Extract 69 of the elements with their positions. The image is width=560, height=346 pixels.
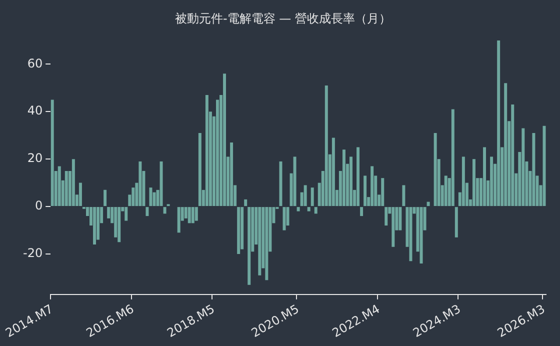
bar [177, 207, 180, 233]
bar [149, 188, 152, 206]
bar [64, 170, 68, 206]
y-tick-label: 40 [27, 104, 43, 118]
bar [138, 161, 142, 206]
bar [462, 156, 465, 206]
bar [426, 202, 430, 206]
bar [146, 207, 149, 216]
bar [72, 159, 75, 206]
bar [370, 166, 374, 206]
bar [532, 132, 536, 206]
bar [223, 74, 226, 206]
bar [124, 207, 128, 221]
y-tick-label: 20 [27, 151, 43, 166]
bar [451, 109, 454, 206]
bar [160, 161, 163, 206]
bar [504, 83, 508, 206]
bar [237, 207, 240, 254]
bar [296, 207, 300, 212]
bar [392, 207, 395, 247]
bar [198, 132, 202, 206]
bar [205, 94, 208, 206]
bar [93, 207, 96, 245]
bar [350, 156, 352, 206]
bar [497, 40, 500, 206]
y-tick-label: -20 [22, 246, 43, 260]
chart-title: 被動元件-電解電容 — 營收成長率（月） [175, 11, 391, 26]
bar [364, 176, 367, 206]
y-tick-label: 0 [34, 198, 43, 213]
bar [332, 138, 335, 206]
bar [356, 147, 360, 206]
bar [58, 166, 61, 206]
bar [490, 156, 494, 206]
bar [258, 207, 262, 276]
bar [244, 199, 248, 206]
bar [50, 100, 54, 206]
bar [310, 188, 314, 206]
bar [522, 128, 525, 206]
bar [409, 207, 412, 262]
bar [384, 207, 388, 226]
bar [104, 190, 107, 206]
bar [293, 156, 296, 206]
bar [118, 207, 121, 242]
bar [248, 207, 251, 285]
bar [402, 185, 406, 206]
bar [381, 178, 384, 206]
bar [307, 207, 310, 212]
y-tick-label: 60 [27, 56, 43, 70]
bar [324, 85, 328, 206]
bar [360, 207, 364, 216]
bar [511, 104, 514, 206]
bar [314, 207, 318, 214]
bar [279, 161, 282, 206]
bar [472, 159, 476, 206]
bar [265, 207, 268, 280]
bar [194, 207, 198, 221]
bar [191, 207, 194, 224]
bar [304, 185, 307, 206]
bar [434, 132, 437, 206]
bar [420, 207, 423, 264]
bar [78, 182, 82, 206]
bar [163, 207, 166, 214]
bar [444, 176, 448, 206]
bar [454, 207, 458, 238]
bar [483, 147, 486, 206]
bar [398, 207, 402, 230]
bar [188, 207, 191, 224]
bar [230, 142, 234, 206]
bar [342, 150, 346, 206]
